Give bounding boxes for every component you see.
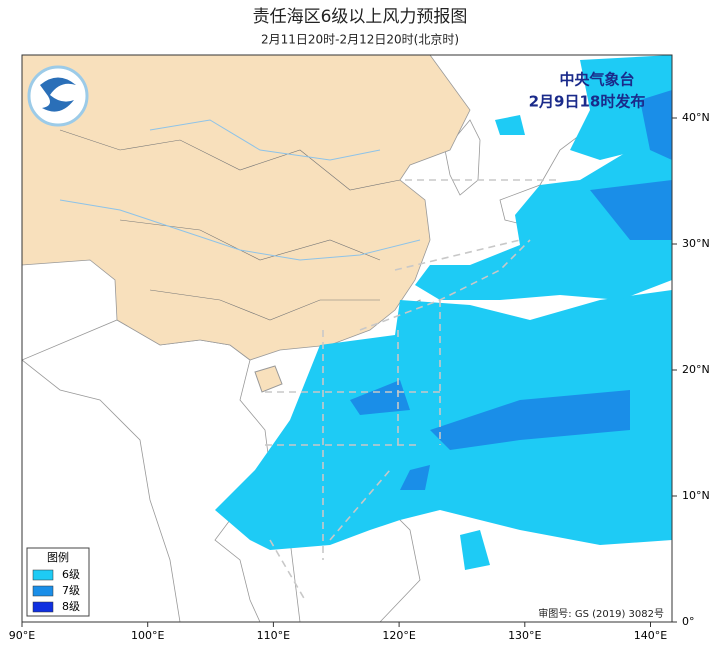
legend-swatch	[32, 601, 54, 613]
logo	[27, 65, 89, 127]
map	[22, 55, 672, 622]
wind-7	[350, 90, 672, 490]
lon-tick-label: 100°E	[131, 629, 164, 642]
lon-tick-label: 90°E	[9, 629, 35, 642]
lon-tick-label: 120°E	[382, 629, 415, 642]
wind-6	[215, 55, 672, 570]
legend-label: 7级	[62, 584, 80, 597]
subtitle: 2月11日20时-2月12日20时(北京时)	[261, 33, 459, 47]
map-frame	[21, 54, 673, 623]
title: 责任海区6级以上风力预报图	[253, 7, 468, 27]
rivers	[59, 119, 421, 261]
lat-tick-label: 30°N	[682, 237, 710, 250]
lon-tick-label: 110°E	[257, 629, 290, 642]
issue-time: 2月9日18时发布	[529, 93, 646, 111]
legend-swatch	[32, 585, 54, 597]
approval-number: 审图号: GS (2019) 3082号	[538, 607, 664, 620]
legend-label: 6级	[62, 568, 80, 581]
lat-tick-label: 10°N	[682, 489, 710, 502]
lat-tick-label: 0°	[682, 615, 695, 628]
hainan	[254, 365, 283, 393]
issuer-name: 中央气象台	[559, 71, 634, 89]
lat-tick-label: 20°N	[682, 363, 710, 376]
legend-label: 8级	[62, 600, 80, 613]
legend-swatch	[32, 569, 54, 581]
legend-title: 图例	[47, 550, 69, 564]
zone-lines	[265, 179, 560, 601]
lon-tick-label: 130°E	[508, 629, 541, 642]
legend: 图例 6级 7级 8级	[26, 547, 90, 617]
lat-tick-label: 40°N	[682, 111, 710, 124]
lon-tick-label: 140°E	[634, 629, 667, 642]
china	[22, 55, 471, 361]
provinces	[59, 129, 401, 321]
